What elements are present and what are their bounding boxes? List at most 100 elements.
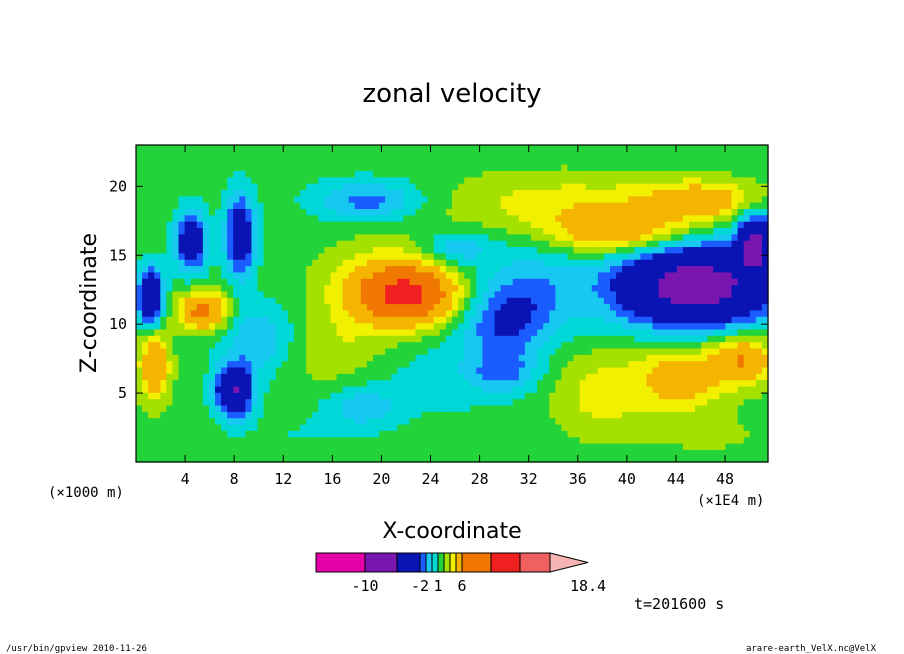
contour-cell	[403, 221, 411, 229]
contour-cell	[208, 271, 216, 279]
contour-cell	[233, 170, 240, 178]
contour-cell	[634, 347, 641, 355]
contour-cell	[318, 195, 325, 203]
contour-cell	[470, 284, 477, 292]
contour-cell	[385, 322, 392, 330]
contour-cell	[500, 259, 508, 267]
contour-cell	[324, 322, 332, 330]
contour-cell	[458, 202, 465, 209]
contour-cell	[494, 442, 502, 450]
contour-cell	[555, 233, 562, 241]
contour-cell	[476, 284, 483, 292]
contour-cell	[731, 430, 739, 438]
contour-cell	[403, 176, 411, 184]
contour-cell	[707, 221, 714, 229]
contour-cell	[634, 360, 641, 368]
contour-cell	[646, 246, 654, 254]
contour-cell	[512, 290, 520, 298]
contour-cell	[263, 423, 271, 431]
contour-cell	[549, 455, 556, 463]
contour-cell	[178, 411, 186, 419]
contour-cell	[591, 442, 599, 450]
contour-cell	[281, 303, 289, 311]
contour-cell	[725, 189, 733, 197]
contour-cell	[142, 354, 149, 362]
contour-cell	[336, 379, 344, 387]
contour-cell	[336, 195, 344, 203]
contour-cell	[689, 233, 696, 241]
contour-cell	[342, 284, 350, 292]
contour-cell	[470, 297, 477, 305]
contour-cell	[172, 373, 180, 381]
contour-cell	[366, 430, 374, 438]
contour-cell	[287, 322, 295, 330]
contour-cell	[330, 322, 338, 330]
contour-cell	[591, 436, 599, 444]
contour-cell	[500, 392, 508, 400]
contour-cell	[263, 335, 271, 343]
contour-cell	[160, 189, 167, 197]
contour-cell	[731, 385, 739, 393]
contour-cell	[622, 176, 629, 184]
contour-cell	[421, 398, 429, 406]
contour-cell	[561, 347, 569, 355]
contour-cell	[494, 354, 502, 362]
contour-cell	[373, 246, 380, 254]
contour-cell	[136, 404, 143, 412]
contour-cell	[555, 195, 562, 203]
contour-cell	[391, 208, 398, 216]
contour-cell	[415, 227, 423, 235]
contour-cell	[275, 373, 283, 381]
contour-cell	[233, 360, 240, 368]
contour-cell	[154, 341, 161, 349]
contour-cell	[591, 221, 599, 229]
contour-cell	[682, 423, 690, 431]
contour-cell	[603, 442, 611, 450]
contour-cell	[646, 214, 654, 222]
contour-cell	[227, 322, 234, 330]
contour-cell	[348, 278, 356, 286]
contour-cell	[148, 309, 155, 317]
contour-cell	[324, 455, 332, 463]
contour-cell	[494, 417, 502, 425]
contour-cell	[318, 404, 325, 412]
contour-cell	[579, 208, 587, 216]
contour-cell	[531, 411, 538, 419]
contour-cell	[755, 328, 763, 336]
contour-cell	[348, 449, 356, 457]
contour-cell	[178, 297, 186, 305]
contour-cell	[452, 259, 459, 267]
contour-cell	[215, 265, 222, 273]
contour-cell	[208, 436, 216, 444]
contour-cell	[306, 316, 313, 324]
contour-cell	[263, 240, 271, 248]
contour-cell	[281, 202, 289, 209]
contour-cell	[184, 284, 192, 292]
contour-cell	[561, 436, 569, 444]
contour-cell	[360, 392, 368, 400]
contour-cell	[439, 449, 447, 457]
contour-cell	[543, 366, 550, 374]
contour-cell	[190, 335, 198, 343]
contour-cell	[743, 341, 751, 349]
contour-cell	[269, 430, 277, 438]
contour-cell	[348, 164, 356, 171]
contour-cell	[403, 170, 411, 178]
contour-cell	[512, 208, 520, 216]
contour-cell	[287, 202, 295, 209]
contour-cell	[160, 271, 167, 279]
contour-cell	[537, 328, 544, 336]
contour-cell	[561, 309, 569, 317]
contour-cell	[342, 252, 350, 260]
contour-cell	[452, 278, 459, 286]
contour-cell	[184, 379, 192, 387]
contour-cell	[385, 385, 392, 393]
contour-cell	[470, 341, 477, 349]
contour-cell	[737, 259, 745, 267]
contour-cell	[719, 316, 727, 324]
contour-cell	[445, 379, 453, 387]
contour-cell	[403, 202, 411, 209]
contour-cell	[658, 157, 666, 165]
contour-cell	[354, 189, 362, 197]
contour-cell	[348, 214, 356, 222]
